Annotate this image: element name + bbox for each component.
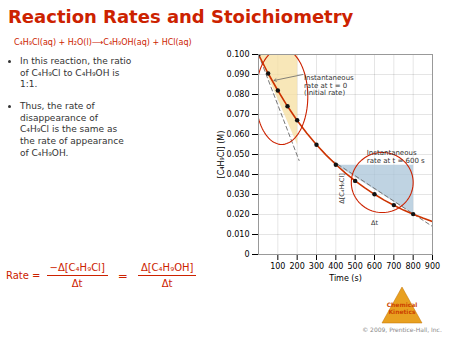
html-text:Thus, the rate of disappearanc: Thus, the rate of disappearance of C₄H₉C… — [20, 101, 124, 158]
svg-text:400: 400 — [328, 262, 343, 271]
svg-text:[C₄H₉Cl] (M): [C₄H₉Cl] (M) — [217, 131, 226, 179]
html-text:Reaction Rates and Stoichiomet: Reaction Rates and Stoichiometry — [8, 6, 354, 27]
html-text:Δt: Δt — [71, 278, 83, 289]
svg-text:0.040: 0.040 — [227, 170, 250, 179]
svg-text:0.020: 0.020 — [227, 210, 250, 219]
svg-text:900: 900 — [425, 262, 440, 271]
svg-text:Instantaneousrate at t = 0(ini: Instantaneousrate at t = 0(initial rate) — [304, 74, 354, 97]
html-text:Rate =: Rate = — [6, 270, 41, 281]
svg-text:Δt: Δt — [371, 219, 378, 227]
svg-text:0.050: 0.050 — [227, 150, 250, 159]
svg-text:200: 200 — [290, 262, 305, 271]
html-text:Chemical Kinetics: Chemical Kinetics — [386, 301, 418, 315]
svg-text:600: 600 — [367, 262, 382, 271]
svg-text:0.100: 0.100 — [227, 50, 250, 59]
html-text:In this reaction, the ratio of: In this reaction, the ratio of C₄H₉Cl to… — [20, 56, 132, 90]
html-text:© 2009, Prentice-Hall, Inc.: © 2009, Prentice-Hall, Inc. — [362, 326, 442, 333]
svg-text:500: 500 — [348, 262, 363, 271]
html-text:Δ[C₄H₉OH]: Δ[C₄H₉OH] — [140, 262, 194, 273]
svg-text:Instantaneousrate at t = 600 s: Instantaneousrate at t = 600 s — [367, 149, 425, 165]
svg-text:800: 800 — [406, 262, 421, 271]
svg-text:Δ[C₄H₉Cl]: Δ[C₄H₉Cl] — [338, 173, 346, 204]
svg-text:0.090: 0.090 — [227, 70, 250, 79]
html-text:−Δ[C₄H₉Cl]: −Δ[C₄H₉Cl] — [49, 262, 105, 273]
svg-text:700: 700 — [386, 262, 401, 271]
svg-text:Time (s): Time (s) — [328, 274, 362, 283]
html-text:Δt: Δt — [161, 278, 173, 289]
svg-text:0.030: 0.030 — [227, 190, 250, 199]
svg-text:0.010: 0.010 — [227, 230, 250, 239]
svg-text:0.080: 0.080 — [227, 90, 250, 99]
svg-text:0: 0 — [244, 250, 249, 259]
svg-text:100: 100 — [270, 262, 285, 271]
html-text:C₄H₉Cl(aq) + H₂O(l)⟶C₄H₉OH(aq): C₄H₉Cl(aq) + H₂O(l)⟶C₄H₉OH(aq) + HCl(aq) — [14, 38, 192, 47]
svg-text:0.060: 0.060 — [227, 130, 250, 139]
svg-text:300: 300 — [309, 262, 324, 271]
svg-text:0.070: 0.070 — [227, 110, 250, 119]
